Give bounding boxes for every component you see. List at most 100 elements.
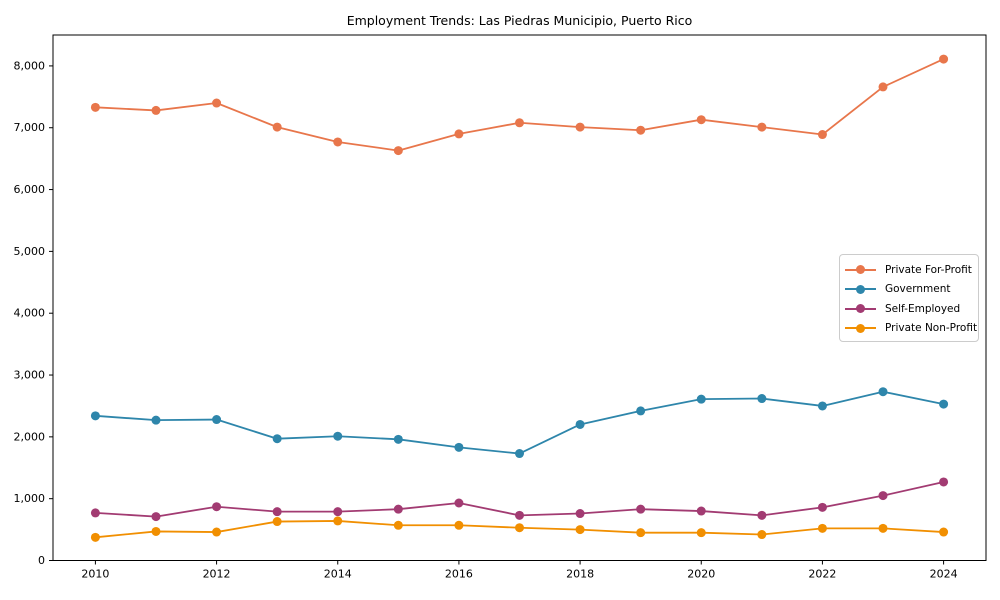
line-marker-icon (845, 264, 876, 275)
data-point-private-non-profit-2015 (393, 520, 403, 530)
data-point-private-for-profit-2024 (939, 54, 949, 64)
data-point-self-employed-2023 (878, 491, 888, 501)
x-tick-label: 2016 (445, 568, 473, 581)
y-axis: 0 1,000 2,000 3,000 4,000 5,000 6,000 7,000 8,00… (14, 59, 53, 567)
data-point-private-non-profit-2020 (696, 528, 706, 538)
chart-title: Employment Trends: Las Piedras Municipio… (346, 13, 693, 28)
data-point-self-employed-2012 (212, 502, 222, 512)
data-point-private-for-profit-2015 (393, 146, 403, 156)
series-private-non-profit (90, 516, 949, 542)
legend-item-private-non-profit: Private Non-Profit (845, 319, 978, 339)
data-point-government-2014 (333, 431, 343, 441)
data-point-private-for-profit-2018 (575, 122, 585, 132)
data-point-self-employed-2020 (696, 506, 706, 516)
x-axis: 2010 2012 2014 2016 2018 2020 2022 2024 (81, 560, 958, 581)
data-point-self-employed-2019 (636, 504, 646, 514)
x-tick-label: 2024 (930, 568, 958, 581)
data-point-private-non-profit-2012 (212, 527, 222, 537)
y-tick-label: 3,000 (14, 369, 46, 382)
series-private-for-profit (90, 54, 949, 156)
series-line-government (95, 390, 944, 455)
data-point-government-2024 (939, 399, 949, 409)
plot-area-border (52, 34, 987, 561)
data-point-self-employed-2016 (454, 498, 464, 508)
data-point-government-2015 (393, 434, 403, 444)
series-line-private-for-profit (95, 58, 944, 152)
x-tick-label: 2020 (687, 568, 715, 581)
data-point-self-employed-2024 (939, 477, 949, 487)
data-point-self-employed-2010 (90, 508, 100, 518)
data-point-private-non-profit-2024 (939, 527, 949, 537)
data-point-private-non-profit-2010 (90, 532, 100, 542)
data-point-government-2023 (878, 387, 888, 397)
data-point-private-non-profit-2021 (757, 530, 767, 540)
data-point-self-employed-2011 (151, 512, 161, 522)
y-tick-label: 8,000 (14, 59, 46, 72)
y-tick-label: 5,000 (14, 245, 46, 258)
y-tick-label: 4,000 (14, 307, 46, 320)
data-point-government-2021 (757, 394, 767, 404)
data-point-private-non-profit-2022 (817, 523, 827, 533)
data-point-private-for-profit-2012 (212, 98, 222, 108)
line-marker-icon (845, 323, 876, 334)
series-self-employed (90, 477, 949, 522)
data-point-private-for-profit-2022 (817, 130, 827, 140)
x-tick-label: 2010 (81, 568, 109, 581)
y-tick-label: 7,000 (14, 121, 46, 134)
x-tick-label: 2022 (808, 568, 836, 581)
data-point-private-for-profit-2011 (151, 105, 161, 115)
data-point-private-non-profit-2017 (515, 523, 524, 533)
data-point-self-employed-2018 (575, 509, 585, 519)
legend-label: Private For-Profit (885, 263, 972, 276)
data-point-private-for-profit-2021 (757, 122, 767, 132)
data-point-self-employed-2015 (393, 504, 403, 514)
data-point-self-employed-2021 (757, 510, 767, 520)
data-point-self-employed-2014 (333, 507, 343, 517)
legend-item-private-for-profit: Private For-Profit (845, 260, 978, 280)
data-point-private-for-profit-2016 (454, 129, 464, 139)
data-point-private-non-profit-2019 (636, 528, 646, 538)
data-point-government-2018 (575, 419, 585, 429)
y-tick-label: 1,000 (14, 492, 46, 505)
data-point-private-non-profit-2016 (454, 520, 464, 530)
data-point-self-employed-2022 (817, 502, 827, 512)
x-tick-label: 2012 (203, 568, 231, 581)
data-point-private-for-profit-2019 (636, 125, 646, 135)
line-marker-icon (845, 303, 876, 314)
data-point-self-employed-2017 (515, 510, 524, 520)
data-point-government-2022 (817, 401, 827, 411)
y-tick-label: 0 (38, 554, 45, 567)
y-tick-label: 6,000 (14, 183, 46, 196)
legend-label: Government (885, 283, 951, 296)
data-point-private-for-profit-2020 (696, 115, 706, 125)
data-point-government-2011 (151, 415, 161, 425)
x-tick-label: 2014 (324, 568, 352, 581)
data-point-government-2020 (696, 394, 706, 404)
data-point-private-non-profit-2018 (575, 525, 585, 535)
y-tick-label: 2,000 (14, 430, 46, 443)
data-point-private-for-profit-2014 (333, 137, 343, 147)
legend-label: Private Non-Profit (885, 322, 978, 335)
data-point-government-2017 (515, 449, 524, 459)
data-point-government-2012 (212, 415, 222, 425)
data-point-self-employed-2013 (272, 507, 282, 517)
data-point-private-non-profit-2014 (333, 516, 343, 526)
line-marker-icon (845, 284, 876, 295)
data-point-private-for-profit-2013 (272, 122, 282, 132)
data-point-private-non-profit-2013 (272, 517, 282, 527)
data-point-government-2010 (90, 411, 100, 421)
legend-item-government: Government (845, 280, 978, 300)
data-point-private-for-profit-2017 (515, 118, 524, 128)
data-point-government-2019 (636, 406, 646, 416)
data-point-private-non-profit-2023 (878, 523, 888, 533)
data-point-private-non-profit-2011 (151, 526, 161, 536)
data-point-private-for-profit-2023 (878, 82, 888, 92)
data-point-government-2013 (272, 434, 282, 444)
data-point-government-2016 (454, 442, 464, 452)
legend-label: Self-Employed (885, 302, 961, 315)
series-government (90, 387, 949, 459)
legend-item-self-employed: Self-Employed (845, 299, 978, 319)
data-point-private-for-profit-2010 (90, 102, 100, 112)
